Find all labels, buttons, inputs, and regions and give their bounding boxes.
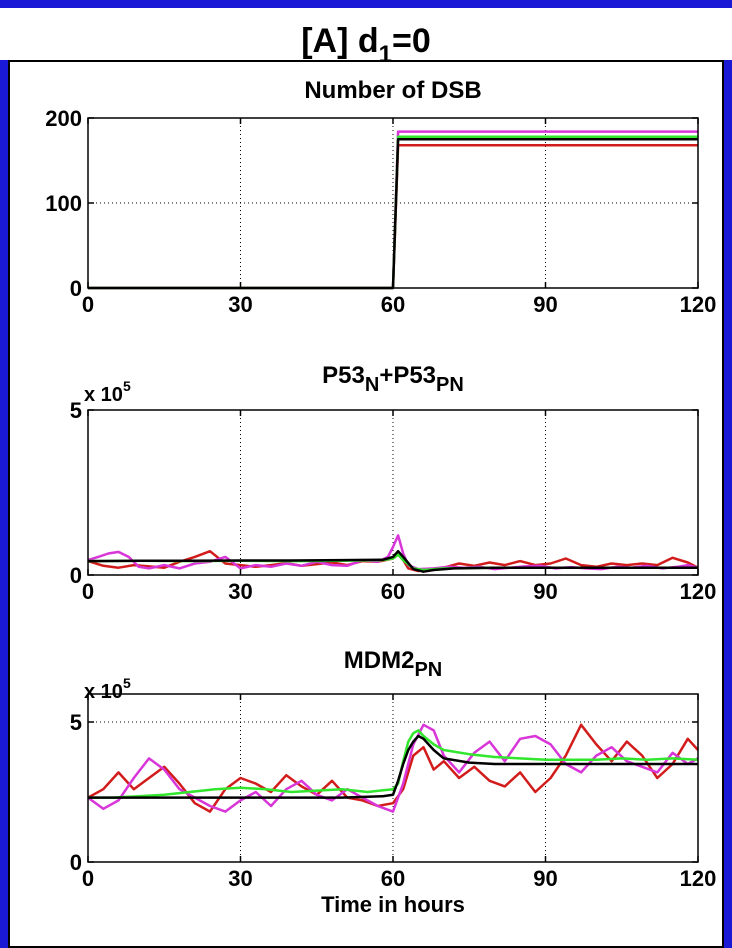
chart-title-part: +P53	[379, 362, 436, 389]
exponent-base: x 10	[84, 384, 123, 406]
exponent-power: 5	[123, 675, 131, 691]
chart-title-part: P53	[322, 362, 365, 389]
chart-title-subscript: N	[365, 374, 379, 396]
figure-title-subscript: 1	[379, 41, 392, 68]
x-tick-label: 0	[82, 579, 94, 604]
chart-title: MDM2PN	[344, 647, 442, 681]
x-tick-label: 120	[680, 579, 717, 604]
y-tick-label: 0	[70, 850, 82, 875]
title-band	[0, 8, 732, 60]
y-tick-label: 0	[70, 276, 82, 301]
x-tick-label: 60	[381, 579, 405, 604]
chart-title: Number of DSB	[304, 77, 481, 104]
x-tick-label: 30	[228, 292, 252, 317]
exponent-base: x 10	[84, 681, 123, 703]
figure-title-main: [A] d	[301, 22, 378, 60]
y-tick-label: 200	[45, 106, 82, 131]
x-tick-label: 0	[82, 866, 94, 891]
figure-title: [A] d1=0	[301, 22, 431, 68]
series-line-green	[88, 729, 699, 799]
x-axis-label: Time in hours	[321, 892, 465, 917]
figure-title-tail: =0	[392, 22, 431, 60]
x-tick-label: 0	[82, 292, 94, 317]
y-tick-label: 0	[70, 563, 82, 588]
x-tick-label: 60	[381, 866, 405, 891]
x-tick-label: 90	[533, 866, 557, 891]
x-tick-label: 30	[228, 866, 252, 891]
chart-3: 0 30 60 90 120 0 5 MDM2PN x 105 Time in hours	[70, 647, 717, 917]
chart-title: P53N+P53PN	[322, 362, 464, 396]
x-tick-label: 30	[228, 579, 252, 604]
x-tick-label: 120	[680, 866, 717, 891]
exponent-label: x 105	[84, 378, 131, 406]
chart-title-part: Number of DSB	[304, 77, 481, 104]
series-line-red	[87, 723, 699, 813]
chart-title-subscript: PN	[414, 659, 442, 681]
y-tick-label: 5	[70, 710, 82, 735]
exponent-power: 5	[123, 378, 131, 394]
exponent-label: x 105	[84, 675, 131, 703]
x-tick-label: 90	[533, 292, 557, 317]
chart-title-subscript: PN	[436, 374, 464, 396]
chart-title-part: MDM2	[344, 647, 415, 674]
x-tick-label: 90	[533, 579, 557, 604]
chart-2: 0 30 60 90 120 0 5 P53N+P53PN x 105	[70, 362, 717, 604]
x-tick-label: 120	[680, 292, 717, 317]
series-line-black	[88, 734, 698, 799]
y-tick-label: 5	[70, 398, 82, 423]
chart-1: 0 30 60 90 120 0 100 200 Number of DSB	[45, 77, 716, 317]
y-tick-label: 100	[45, 191, 82, 216]
x-tick-label: 60	[381, 292, 405, 317]
series-line-black	[87, 549, 698, 573]
